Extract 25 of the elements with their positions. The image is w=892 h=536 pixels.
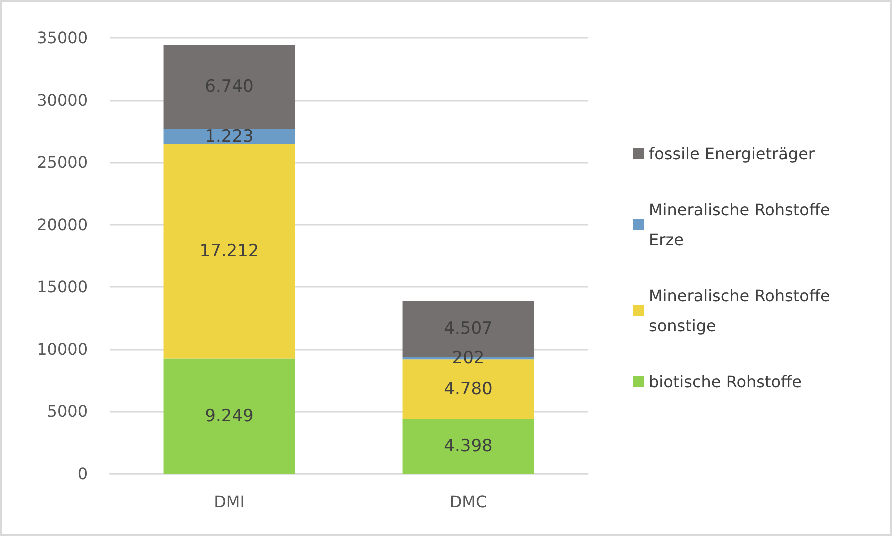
bar <box>402 419 534 474</box>
bar <box>164 129 296 144</box>
legend-label: Mineralische Rohstoffe sonstige <box>649 286 836 336</box>
data-label: 4.780 <box>444 379 493 400</box>
data-label: 4.398 <box>444 436 493 457</box>
legend-label: biotische Rohstoffe <box>649 372 802 392</box>
data-label: 202 <box>452 348 485 368</box>
y-tick-label: 35000 <box>37 28 88 48</box>
y-tick-label: 5000 <box>47 402 88 422</box>
y-tick-label: 30000 <box>37 90 88 110</box>
bar <box>164 144 296 359</box>
y-tick-label: 20000 <box>37 215 88 234</box>
y-tick-label: 0 <box>78 464 88 484</box>
data-label: 17.212 <box>200 242 260 262</box>
data-label: 1.223 <box>205 126 254 147</box>
legend-label: fossile Energieträger <box>649 144 816 164</box>
bar <box>164 358 296 474</box>
x-tick-label: DMC <box>450 492 488 512</box>
y-tick-label: 15000 <box>37 278 88 297</box>
x-tick-label: DMI <box>214 492 245 512</box>
legend-label: Mineralische Rohstoffe Erze <box>649 200 836 250</box>
y-tick-label: 10000 <box>37 340 88 359</box>
data-label: 9.249 <box>205 406 254 426</box>
bar <box>164 45 296 130</box>
y-tick-label: 25000 <box>37 153 88 172</box>
